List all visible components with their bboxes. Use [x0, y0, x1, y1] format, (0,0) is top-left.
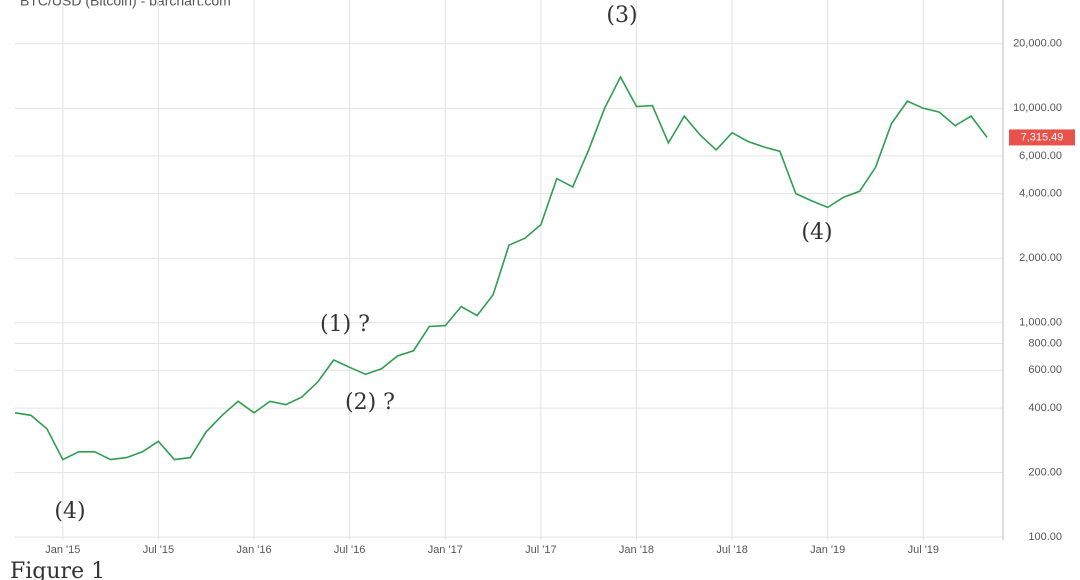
- last-price-label: 7,315.49: [1021, 131, 1064, 143]
- y-tick-label: 100.00: [1028, 531, 1062, 543]
- x-tick-label: Jan '17: [428, 544, 463, 556]
- x-tick-label: Jan '19: [810, 544, 845, 556]
- x-tick-label: Jul '19: [908, 544, 939, 556]
- annotation: (3): [606, 3, 637, 28]
- x-tick-label: Jul '15: [143, 544, 174, 556]
- x-tick-label: Jan '16: [236, 544, 271, 556]
- y-tick-label: 1,000.00: [1019, 317, 1062, 329]
- x-tick-label: Jul '17: [525, 544, 556, 556]
- footnote: Figure 1: [10, 559, 105, 580]
- annotation: (4): [54, 499, 85, 524]
- y-tick-label: 400.00: [1028, 402, 1062, 414]
- y-tick-label: 600.00: [1028, 364, 1062, 376]
- last-price-box: [1009, 129, 1075, 146]
- x-tick-label: Jan '15: [45, 544, 80, 556]
- x-tick-label: Jul '18: [716, 544, 747, 556]
- x-tick-label: Jan '18: [619, 544, 654, 556]
- y-tick-label: 6,000.00: [1019, 150, 1062, 162]
- y-tick-label: 10,000.00: [1013, 102, 1062, 114]
- y-tick-label: 20,000.00: [1013, 38, 1062, 50]
- y-tick-label: 2,000.00: [1019, 252, 1062, 264]
- y-tick-label: 4,000.00: [1019, 188, 1062, 200]
- annotation: (2) ?: [345, 390, 395, 415]
- x-tick-label: Jul '16: [334, 544, 365, 556]
- y-tick-label: 200.00: [1028, 467, 1062, 479]
- annotation: (1) ?: [320, 312, 370, 337]
- y-tick-label: 800.00: [1028, 337, 1062, 349]
- chart-title: BTC/USD (Bitcoin) - barchart.com: [20, 0, 231, 9]
- price-line: [14, 75, 988, 461]
- annotation: (4): [801, 220, 832, 245]
